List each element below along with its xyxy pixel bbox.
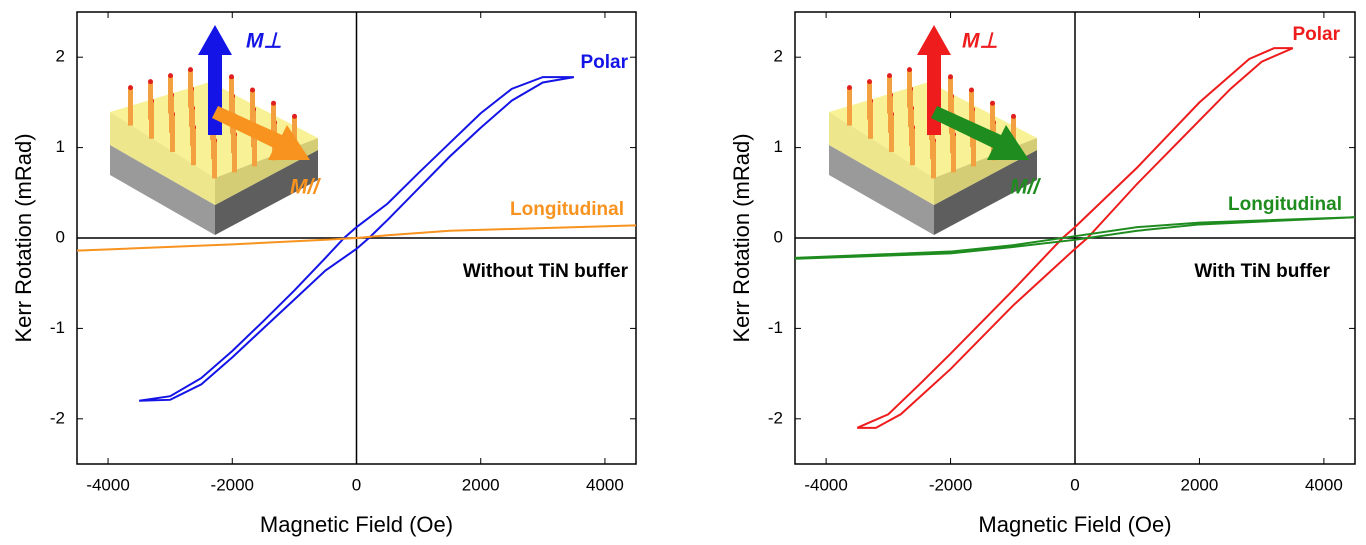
series-label: Longitudinal [510,199,624,220]
pillar-top [148,79,153,85]
substrate-side [215,150,318,235]
film-side [110,112,215,205]
series-line [138,76,575,402]
pillar-top [250,87,255,93]
y-axis-label: Kerr Rotation (mRad) [729,133,754,342]
pillar-top [990,100,995,106]
pillar-top [229,74,234,80]
pillar-top [948,74,953,80]
pillar-top [271,100,276,106]
annotation: M⊥ [246,30,282,53]
x-tick-label: 0 [352,475,361,494]
y-tick-label: 1 [56,137,65,156]
pillar-top [867,79,872,85]
y-tick-label: 1 [774,137,783,156]
pillar-top [1011,113,1016,119]
pillar-top [887,73,892,79]
series-label: Polar [1292,24,1340,45]
x-axis-label: Magnetic Field (Oe) [260,512,453,537]
x-tick-label: -2000 [211,475,254,494]
arrow-par [212,106,310,160]
film-side [829,112,934,205]
annotation: M// [290,176,321,199]
series-label: Longitudinal [1228,194,1342,215]
y-tick-label: 2 [774,47,783,66]
inset-illustration [110,25,318,235]
x-axis-label: Magnetic Field (Oe) [978,512,1171,537]
pillar-top [292,113,297,119]
substrate-side [934,150,1037,235]
x-tick-label: 4000 [586,475,624,494]
x-tick-label: 0 [1070,475,1079,494]
x-tick-label: -4000 [86,475,129,494]
annotation: M// [1010,176,1041,199]
annotation: M⊥ [962,30,998,53]
substrate-side [110,145,215,235]
x-tick-label: 2000 [1181,475,1219,494]
arrow-perp [917,25,951,135]
y-tick-label: -1 [768,318,783,337]
y-axis-label: Kerr Rotation (mRad) [11,133,36,342]
pillar-top [969,87,974,93]
x-tick-label: 4000 [1305,475,1343,494]
pillar-top [128,85,133,91]
arrow-par [931,106,1029,160]
pillar-top [168,73,173,79]
pillar-top [847,85,852,91]
series-label: Polar [580,52,628,73]
x-tick-label: -4000 [804,475,847,494]
pillar-top [907,67,912,73]
y-tick-label: 0 [56,227,65,246]
annotation: Without TiN buffer [463,261,629,282]
x-tick-label: -2000 [929,475,972,494]
series-line [856,47,1294,429]
arrow-perp [198,25,232,135]
y-tick-label: -2 [768,408,783,427]
series-line [76,224,637,252]
y-tick-label: 0 [774,227,783,246]
annotation: With TiN buffer [1194,261,1330,282]
inset-illustration [829,25,1037,235]
pillar-top [188,67,193,73]
y-tick-label: -1 [50,318,65,337]
x-tick-label: 2000 [462,475,500,494]
y-tick-label: -2 [50,408,65,427]
y-tick-label: 2 [56,47,65,66]
substrate-side [829,145,934,235]
series-line [794,216,1356,260]
